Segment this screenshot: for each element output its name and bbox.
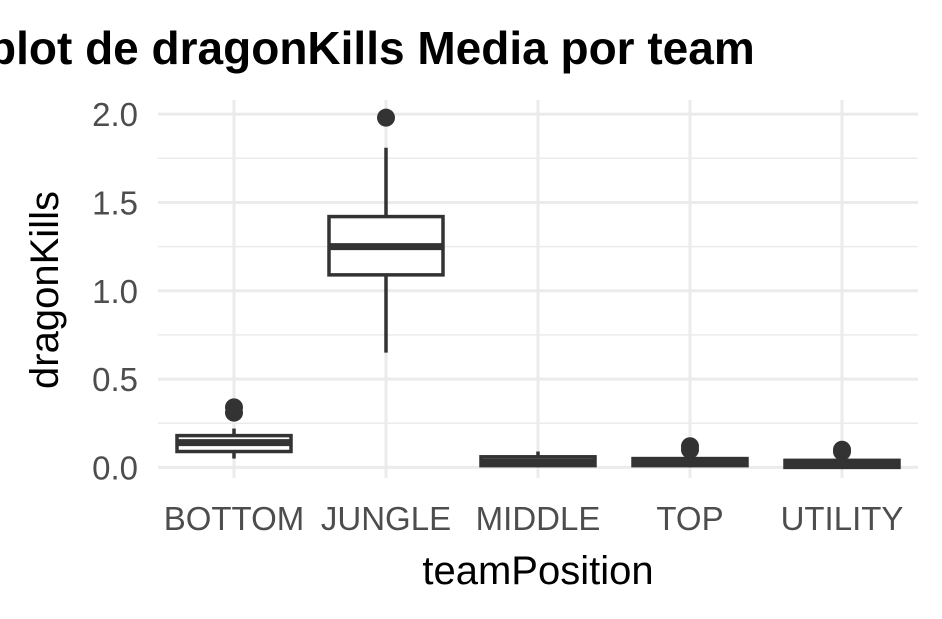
boxes: [175, 108, 901, 470]
x-tick-label-middle: MIDDLE: [476, 500, 601, 537]
y-tick-label: 0.0: [92, 449, 138, 486]
x-tick-labels: BOTTOM JUNGLE MIDDLE TOP UTILITY: [164, 500, 904, 537]
grid-lines: [158, 100, 918, 478]
x-tick-label-jungle: JUNGLE: [321, 500, 451, 537]
box-middle: [479, 451, 597, 468]
x-tick-label-top: TOP: [656, 500, 723, 537]
x-axis-title: teamPosition: [422, 549, 653, 593]
y-tick-label: 1.0: [92, 273, 138, 310]
outlier-point: [833, 440, 851, 459]
box-jungle: [327, 108, 445, 353]
y-tick-label: 2.0: [92, 96, 138, 133]
outlier-point: [225, 398, 243, 417]
box-utility: [783, 440, 901, 470]
box-top: [631, 437, 749, 468]
outlier-point: [377, 108, 395, 127]
outlier-point: [681, 437, 699, 456]
y-axis-title: dragonKills: [23, 191, 67, 389]
y-tick-label: 1.5: [92, 184, 138, 221]
x-tick-label-bottom: BOTTOM: [164, 500, 305, 537]
chart-title: plot de dragonKills Media por team: [0, 22, 755, 74]
x-tick-label-utility: UTILITY: [781, 500, 904, 537]
y-tick-label: 0.5: [92, 361, 138, 398]
box-bottom: [175, 398, 293, 459]
y-tick-labels: 0.0 0.5 1.0 1.5 2.0: [92, 96, 138, 486]
